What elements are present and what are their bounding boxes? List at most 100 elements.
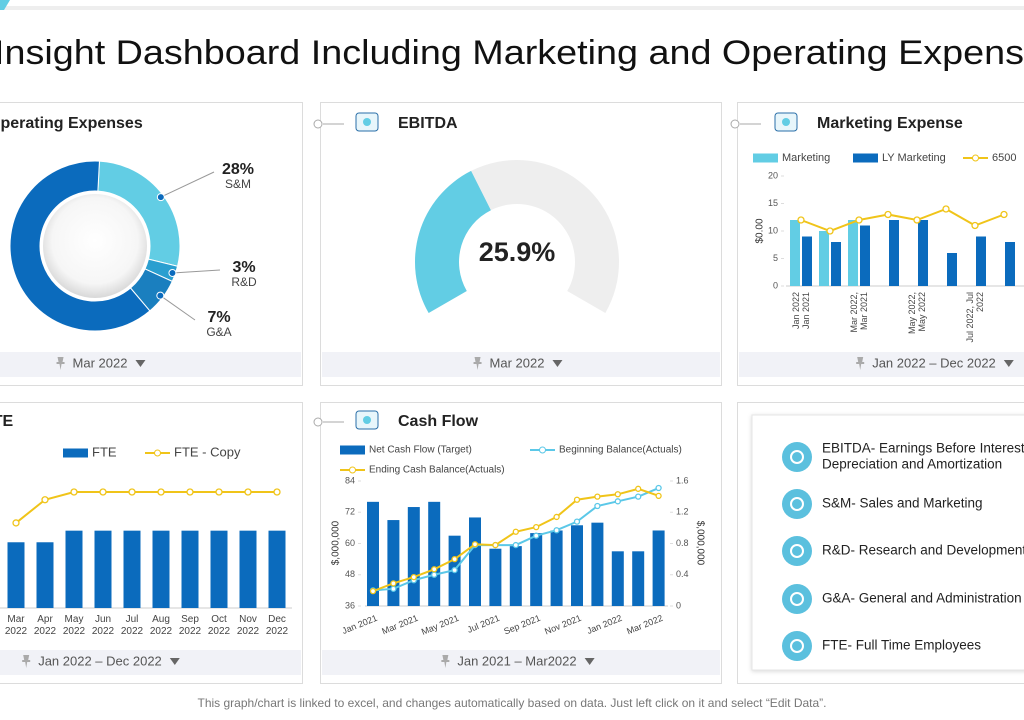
bar <box>489 548 502 606</box>
y2-axis-label: $,000,000 <box>694 521 705 566</box>
tick-label: 84 <box>345 475 355 485</box>
line-point <box>533 523 540 531</box>
pin-icon <box>22 655 31 668</box>
y-axis-label: $,000,000 <box>331 520 342 565</box>
dropdown-arrow <box>135 360 146 367</box>
line-point <box>1000 210 1008 219</box>
panel-title: Operating Expenses <box>0 115 143 132</box>
glossary-icon <box>782 631 812 661</box>
glossary-icon <box>782 536 812 566</box>
panel-period: Jan 2022 – Dec 2022 <box>38 653 162 668</box>
panel-icon-dot <box>363 118 371 126</box>
dropdown-arrow <box>552 360 563 367</box>
line-point <box>431 566 438 573</box>
bar <box>428 501 441 606</box>
bar <box>790 220 800 286</box>
bar <box>918 220 928 286</box>
legend-label: Net Cash Flow (Target) <box>369 445 472 456</box>
bar <box>591 522 604 606</box>
dropdown-arrow <box>169 658 180 665</box>
bar <box>848 220 858 286</box>
glossary-icon <box>782 442 812 472</box>
legend-label: FTE <box>92 444 117 459</box>
panel-title: FTE <box>0 413 14 430</box>
line-point <box>573 518 581 525</box>
page-title: Insight Dashboard Including Marketing an… <box>0 34 1024 72</box>
line <box>800 207 1005 233</box>
footnote: This graph/chart is linked to excel, and… <box>198 696 827 710</box>
leader-dot <box>156 291 165 300</box>
panel-footer <box>0 352 301 377</box>
line-point <box>157 488 165 496</box>
bar <box>65 530 83 608</box>
glossary-text: EBITDA- Earnings Before Interest, <box>822 441 1024 456</box>
glossary-icon-glyph <box>790 544 804 558</box>
line-point <box>553 527 560 534</box>
leader-dot <box>156 193 165 202</box>
tick-label: 60 <box>345 538 355 548</box>
panel-icon-dot <box>363 416 371 424</box>
leader-dot <box>168 268 177 277</box>
line-point <box>186 488 194 496</box>
line-point <box>451 555 458 563</box>
line-point <box>70 488 78 496</box>
glossary-icon <box>782 489 812 519</box>
slice-value-label: 28% <box>222 161 254 178</box>
bar <box>123 530 141 608</box>
bar <box>387 520 400 606</box>
panel-footer <box>0 650 301 675</box>
line-point <box>512 528 519 535</box>
leader-line <box>172 269 221 274</box>
donut-slice <box>9 160 151 332</box>
line-point <box>635 485 642 492</box>
connector-dot <box>730 119 740 129</box>
tick-label: 0 <box>676 600 681 610</box>
tick-label: 0 <box>773 280 778 290</box>
line-point <box>244 488 252 496</box>
panel-period: Jan 2021 – Mar2022 <box>457 653 576 668</box>
line-point <box>797 216 805 224</box>
pin-icon <box>56 357 65 370</box>
glossary-text: S&M- Sales and Marketing <box>822 496 983 511</box>
line <box>15 491 277 524</box>
bar <box>509 546 522 606</box>
glossary-icon-glyph <box>790 450 804 464</box>
tick-label: 0.8 <box>676 538 689 548</box>
panel-icon-dot <box>782 118 790 126</box>
bar <box>652 530 665 606</box>
legend-swatch-point <box>349 466 356 474</box>
line-point <box>971 221 979 230</box>
slice-label: G&A <box>206 325 231 339</box>
line-point <box>12 519 20 527</box>
bar <box>611 551 624 606</box>
glossary-icon-glyph <box>790 639 804 653</box>
bar <box>802 236 812 286</box>
line-point <box>492 541 499 549</box>
legend-label: FTE - Copy <box>174 444 241 459</box>
dropdown-arrow <box>584 658 595 665</box>
gauge-value <box>415 170 491 313</box>
line-point <box>553 513 560 521</box>
legend-swatch <box>753 153 778 163</box>
glossary-icon-glyph <box>790 592 804 606</box>
connector-dot <box>313 417 323 427</box>
bar <box>632 551 645 606</box>
line-point <box>594 493 601 500</box>
bar <box>407 507 420 606</box>
line-point <box>614 491 621 498</box>
legend-label: Beginning Balance(Actuals) <box>559 445 682 456</box>
glossary-icon <box>782 584 812 614</box>
line-point <box>655 484 662 492</box>
bar <box>152 530 170 608</box>
bar <box>889 220 899 286</box>
legend-swatch-point <box>539 446 546 454</box>
line-point <box>533 532 540 539</box>
line-point <box>128 488 136 496</box>
panel-period: Mar 2022 <box>73 355 128 370</box>
line-point <box>614 498 621 505</box>
line-point <box>390 580 397 587</box>
line-point <box>451 566 458 574</box>
legend-label: Ending Cash Balance(Actuals) <box>369 465 505 476</box>
